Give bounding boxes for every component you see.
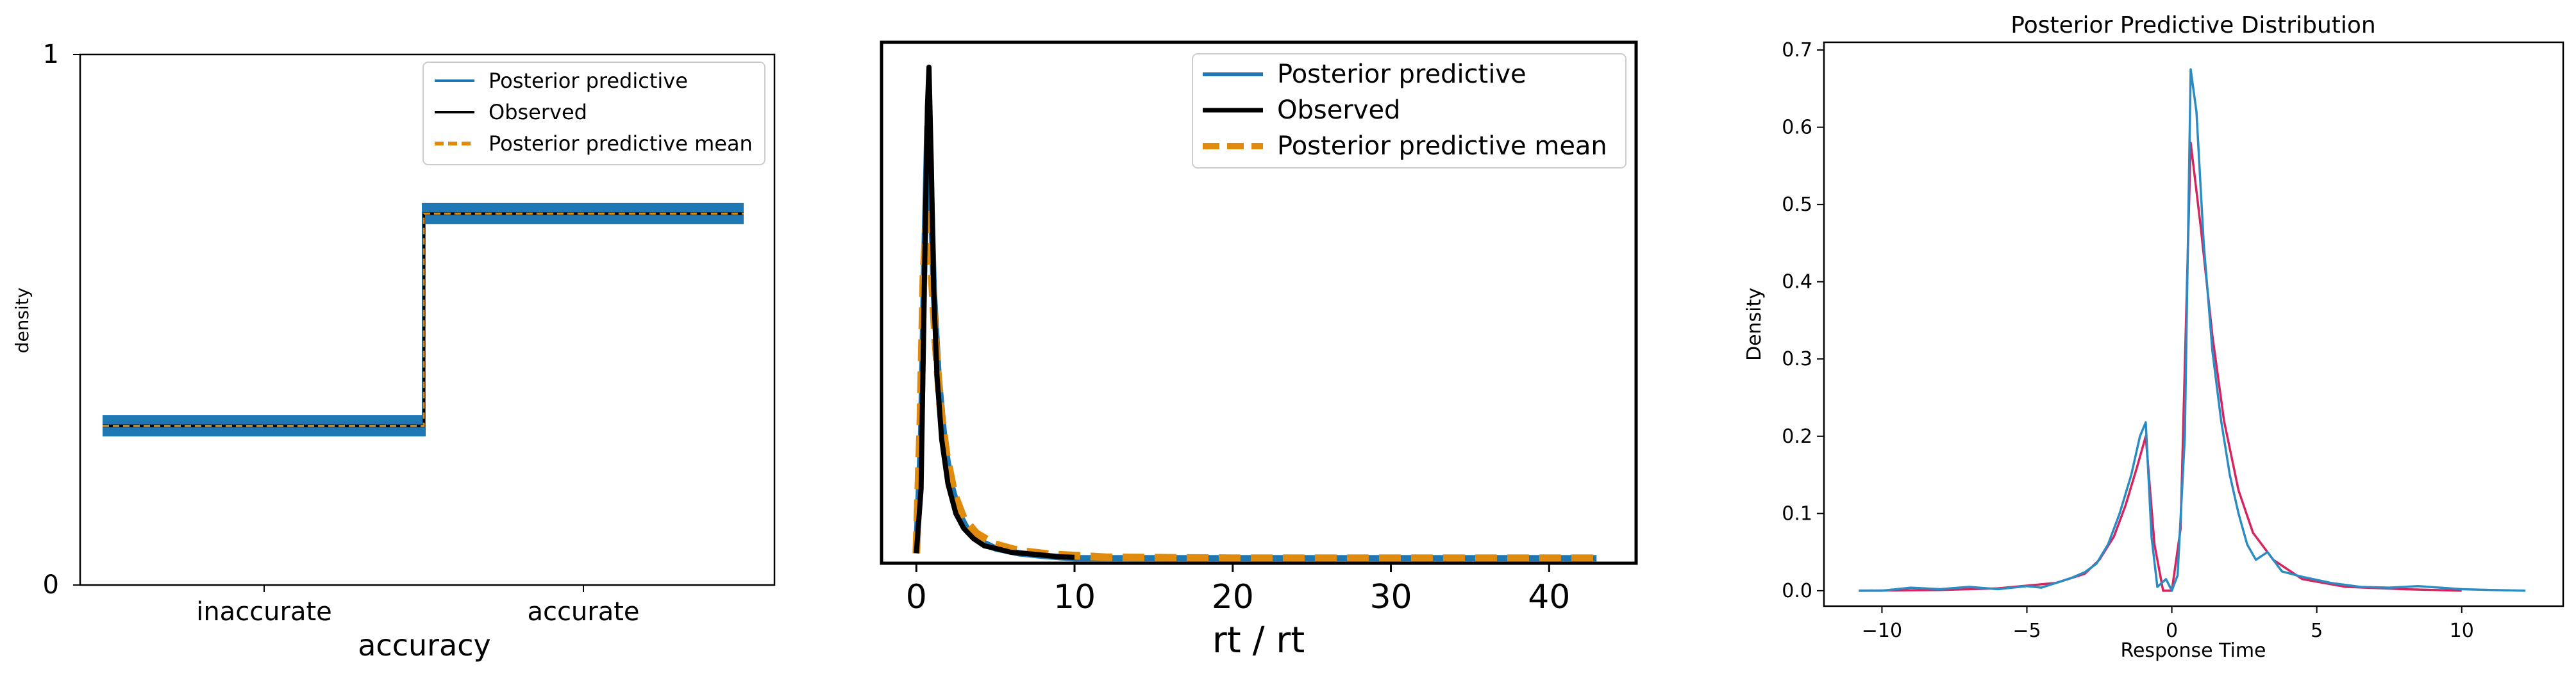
legend-label: Posterior predictive mean: [489, 131, 753, 156]
x-tick-label: −10: [1862, 620, 1902, 642]
x-ticks: 0 10 20 30 40: [906, 563, 1570, 616]
legend-label: Posterior predictive: [1277, 60, 1526, 89]
x-tick-label: 10: [2450, 620, 2474, 642]
panel-posterior-predictive-distribution: Posterior Predictive Distribution −10 −5 0…: [1743, 12, 2564, 662]
legend-box: [422, 62, 765, 165]
chart-title: Posterior Predictive Distribution: [2011, 12, 2375, 38]
x-tick-label: 0: [906, 578, 927, 616]
y-tick-label: 0.2: [1782, 425, 1812, 448]
plot-frame: [1823, 41, 2564, 607]
posterior-predictive-mean-line: [912, 202, 1597, 563]
x-tick-label: accurate: [527, 597, 639, 627]
plot-frame: [880, 40, 1638, 565]
plot-area: [1859, 68, 2526, 592]
x-axis-label: accuracy: [358, 628, 491, 663]
x-tick-label: −5: [2012, 620, 2041, 642]
y-ticks: 0.0 0.1 0.2 0.3 0.4 0.5 0.6 0.7: [1782, 39, 1824, 602]
y-tick-label: 0: [43, 570, 59, 600]
plot-area: [103, 202, 744, 437]
y-tick-label: 0.7: [1782, 39, 1812, 62]
legend: Posterior predictive Observed Posterior …: [422, 62, 765, 165]
legend-label: Posterior predictive mean: [1277, 131, 1607, 161]
y-tick-label: 1: [43, 40, 59, 69]
posterior-predictive-mean-line: [103, 212, 744, 427]
legend-label: Observed: [489, 100, 587, 124]
panel-accuracy: 1 0 inaccurate accurate accuracy density…: [12, 40, 776, 663]
x-axis-label: Response Time: [2120, 639, 2266, 662]
density-line-crimson: [1859, 141, 2462, 592]
x-tick-label: inaccurate: [196, 597, 332, 627]
legend-label: Posterior predictive: [489, 69, 688, 93]
observed-line: [914, 64, 1075, 560]
legend: Posterior predictive Observed Posterior …: [1192, 53, 1627, 169]
x-tick-label: 40: [1528, 578, 1570, 616]
y-tick-label: 0.4: [1782, 271, 1812, 293]
x-ticks: −10 −5 0 5 10: [1862, 606, 2474, 642]
x-tick-label: 20: [1212, 578, 1254, 616]
y-tick-label: 0.6: [1782, 117, 1812, 139]
panel-rt: 0 10 20 30 40 rt / rt Posterior predictive O…: [880, 40, 1638, 661]
legend-label: Observed: [1277, 95, 1400, 125]
y-axis-label: density: [12, 288, 33, 354]
y-tick-label: 0.3: [1782, 348, 1812, 370]
x-tick-label: 10: [1053, 578, 1096, 616]
y-tick-label: 0.1: [1782, 502, 1812, 525]
x-axis-label: rt / rt: [1212, 620, 1305, 661]
density-line-lightblue: [1859, 68, 2526, 592]
legend-box: [1192, 53, 1627, 169]
plot-area: [912, 64, 1597, 563]
y-tick-label: 0.5: [1782, 194, 1812, 216]
x-tick-label: 5: [2311, 620, 2323, 642]
y-axis-label: Density: [1743, 288, 1766, 361]
y-tick-label: 0.0: [1782, 580, 1812, 602]
plot-frame: [79, 53, 776, 586]
x-tick-label: 30: [1369, 578, 1412, 616]
x-tick-label: 0: [2166, 620, 2178, 642]
posterior-predictive-line: [913, 123, 1597, 562]
